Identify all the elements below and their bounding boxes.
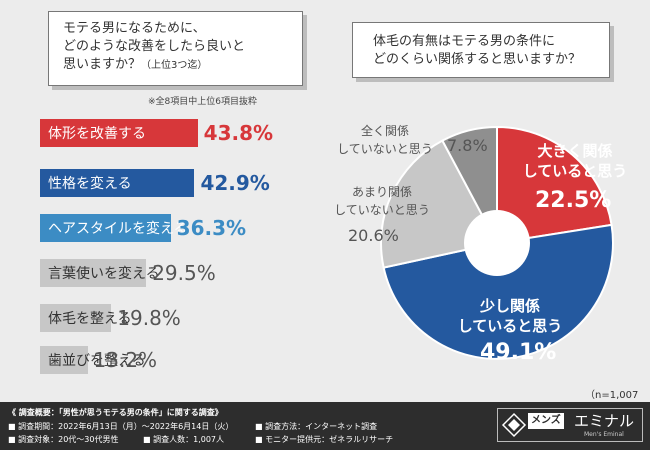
question-2-line-2: どのくらい関係すると思いますか？ [373, 52, 582, 67]
bar: 性格を変える [40, 169, 195, 197]
bar-category-label: 言葉使いを変える [48, 266, 160, 282]
pie-category-label-line: していると思う [522, 162, 628, 180]
pie-category-label-line: していないと思う [334, 203, 430, 217]
bar-value-label: 19.8% [117, 306, 181, 330]
bar-category-label: 性格を変える [48, 176, 132, 192]
pie-category-label: 大きく関係していると思う [515, 141, 635, 181]
footer-method: ■ 調査方法：インターネット調査 [255, 422, 378, 431]
bar: 言葉使いを変える [40, 259, 160, 287]
pie-slice [382, 223, 614, 360]
pie-value-label: 20.6% [348, 226, 399, 245]
donut-hole [464, 210, 530, 276]
question-2-line-1: 体毛の有無はモテる男の条件に [373, 34, 556, 49]
pie-category-label-line: 少し関係 [479, 297, 540, 315]
note-text: ※全8項目中上位6項目抜粋 [148, 97, 257, 107]
bar-value-label: 42.9% [200, 171, 270, 195]
bar-value-label: 13.2% [93, 348, 158, 372]
bar: 体形を改善する [40, 119, 198, 147]
logo-mark-icon [501, 412, 527, 438]
logo-eminal-text: エミナル [574, 412, 635, 430]
footer-provider: ■ モニター提供元：ゼネラルリサーチ [255, 435, 394, 444]
bar: 歯並びを整える [40, 346, 146, 374]
question-1-line-3-main: 思いますか？ [63, 57, 142, 72]
question-1-line-2: どのような改善をしたら良いと [63, 39, 246, 54]
bar: ヘアスタイルを変える [40, 214, 188, 242]
pie-category-label: 全く関係していないと思う [325, 122, 445, 158]
pie-value-label: 49.1% [480, 340, 557, 365]
bar-category-label: 体毛を整える [48, 311, 132, 327]
question-1-line-1: モテる男になるために、 [63, 21, 206, 36]
logo-mens-text: メンズ [528, 413, 564, 429]
pie-category-label-line: 全く関係 [360, 124, 409, 138]
footer-target: ■ 調査対象：20代～30代男性 [8, 435, 119, 444]
pie-category-label-line: あまり関係 [351, 185, 412, 199]
bar-category-label: 体形を改善する [48, 126, 146, 142]
brand-logo: メンズ エミナル Men's Eminal [497, 408, 643, 442]
pie-category-label: 少し関係していると思う [450, 296, 570, 336]
bar-value-label: 29.5% [152, 261, 216, 285]
pie-category-label-line: していないと思う [337, 142, 433, 156]
logo-subtext: Men's Eminal [584, 431, 624, 438]
pie-category-label-line: していると思う [457, 317, 563, 335]
footer-period: ■ 調査期間：2022年6月13日（月）～2022年6月14日（火） [8, 422, 234, 431]
footer-count: ■ 調査人数：1,007人 [143, 435, 225, 444]
question-1-sub: （上位3つ迄） [141, 60, 208, 71]
footer-survey-summary: 《 調査概要：「男性が思うモテる男の条件」に関する調査》 [8, 408, 223, 417]
pie-value-label: 22.5% [535, 188, 612, 213]
bar-category-label: ヘアスタイルを変える [48, 221, 188, 237]
question-1-line-3: 思いますか？（上位3つ迄） [63, 56, 288, 75]
question-box-1: モテる男になるために、 どのような改善をしたら良いと 思いますか？（上位3つ迄） [48, 11, 303, 86]
pie-category-label-line: 大きく関係 [537, 142, 613, 160]
bar: 体毛を整える [40, 304, 132, 332]
bar-value-label: 36.3% [176, 216, 247, 240]
question-box-2: 体毛の有無はモテる男の条件に どのくらい関係すると思いますか？ [352, 22, 610, 78]
bar-value-label: 43.8% [203, 121, 274, 145]
bar-category-label: 歯並びを整える [48, 353, 146, 369]
pie-value-label: 7.8% [447, 136, 488, 155]
pie-category-label: あまり関係していないと思う [322, 183, 442, 219]
